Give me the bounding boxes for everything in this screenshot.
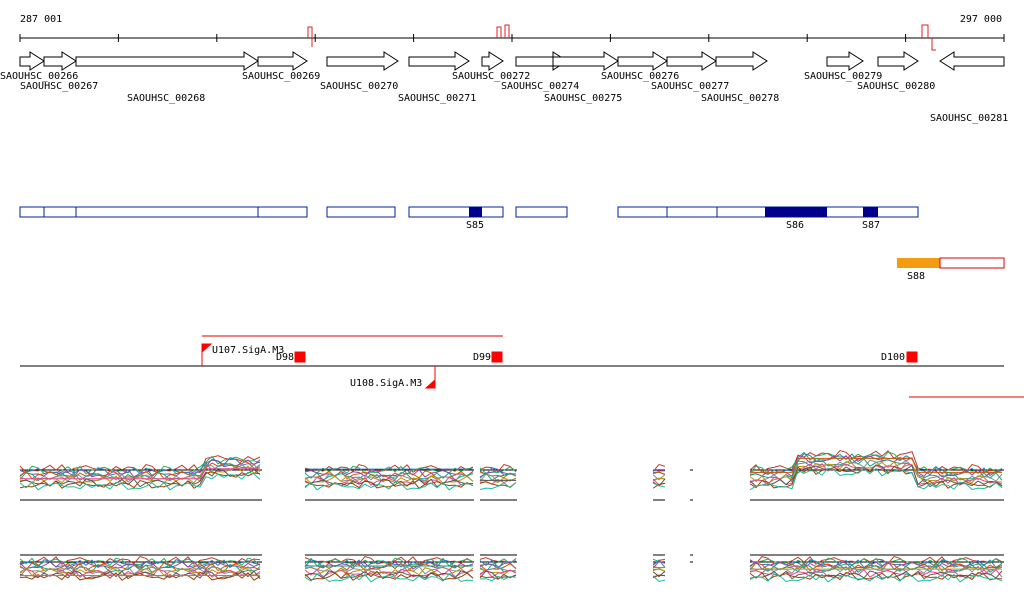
- profile-line: [479, 482, 517, 490]
- gene-label: SAOUHSC_00281: [930, 113, 1008, 124]
- segment-box: [617, 206, 668, 218]
- profile-line: [749, 467, 1003, 491]
- gene-arrow: [43, 51, 77, 71]
- profile-line: [479, 472, 517, 481]
- profile-line: [304, 573, 474, 583]
- gene-arrow: [715, 51, 768, 71]
- profile-line: [652, 575, 666, 583]
- profile-line: [652, 570, 666, 578]
- profile-line: [479, 568, 517, 578]
- profile-line: [19, 571, 261, 581]
- segment-label: S86: [786, 220, 804, 231]
- profile-line: [19, 565, 261, 575]
- profile-line: [652, 477, 666, 482]
- gene-arrow: [481, 51, 504, 71]
- segment-label: S88: [907, 271, 925, 282]
- ruler-end: 297 000: [960, 14, 1002, 25]
- gene-arrow: [326, 51, 399, 71]
- segment-label: S87: [862, 220, 880, 231]
- gene-arrow: [617, 51, 668, 71]
- gene-arrow: [666, 51, 717, 71]
- gene-label: SAOUHSC_00269: [242, 71, 320, 82]
- segment-box: [666, 206, 718, 218]
- gene-arrow: [939, 51, 1005, 71]
- profile-line: [479, 574, 517, 580]
- profile-line: [652, 471, 666, 475]
- gene-arrow: [826, 51, 864, 71]
- profile-line: [750, 457, 1002, 473]
- profile-line: [19, 471, 261, 489]
- profile-line: [19, 555, 261, 565]
- segment-track: S85 S86 S87 S88: [19, 206, 1005, 282]
- segment-box: [408, 206, 504, 218]
- profile-line: [749, 557, 1003, 567]
- promoter-label: U107.SigA.M3: [212, 345, 284, 356]
- profile-line: [652, 482, 666, 489]
- gene-label: SAOUHSC_00276: [601, 71, 679, 82]
- profile-line: [652, 463, 666, 472]
- segment-fill: [897, 258, 940, 268]
- gene-label: SAOUHSC_00275: [544, 93, 622, 104]
- gene-label: SAOUHSC_00266: [0, 71, 78, 82]
- expression-profiles: [19, 449, 1004, 583]
- gene-label: SAOUHSC_00279: [804, 71, 882, 82]
- profile-line: [652, 560, 666, 569]
- gene-arrow: [19, 51, 45, 71]
- profile-line: [20, 468, 260, 480]
- segment-box: [326, 206, 396, 218]
- gene-label: SAOUHSC_00278: [701, 93, 779, 104]
- segment-box: [257, 206, 308, 218]
- gene-label: SAOUHSC_00280: [857, 81, 935, 92]
- gene-label: SAOUHSC_00272: [452, 71, 530, 82]
- profile-line: [19, 468, 261, 488]
- features: [201, 343, 918, 389]
- profile-line: [19, 458, 261, 478]
- gene-label: SAOUHSC_00274: [501, 81, 579, 92]
- gene-label: SAOUHSC_00277: [651, 81, 729, 92]
- profile-line: [19, 568, 261, 578]
- segment-box: [75, 206, 259, 218]
- gene-label: SAOUHSC_00268: [127, 93, 205, 104]
- segment-box: [939, 257, 1005, 269]
- profile-line: [19, 557, 261, 567]
- segment-fill: [765, 207, 827, 217]
- profile-line: [19, 471, 261, 491]
- segment-fill: [469, 207, 482, 217]
- profile-line: [749, 573, 1003, 583]
- profile-line: [304, 481, 474, 491]
- profile-line: [479, 575, 517, 582]
- terminator-label: D98: [276, 352, 294, 363]
- segment-fill: [863, 207, 878, 217]
- segment-box: [19, 206, 45, 218]
- profile-line: [19, 461, 261, 481]
- profile-line: [652, 568, 666, 572]
- ruler-ticks: [19, 34, 1005, 42]
- gene-label: SAOUHSC_00271: [398, 93, 476, 104]
- gene-arrow: [257, 51, 308, 71]
- promoter-label: U108.SigA.M3: [350, 378, 422, 389]
- profile-line: [652, 559, 666, 568]
- profile-line: [19, 465, 261, 485]
- gene-arrow: [408, 51, 470, 71]
- profile-line: [652, 482, 666, 488]
- segment-box: [43, 206, 77, 218]
- profile-line: [652, 474, 666, 481]
- gene-label: SAOUHSC_00270: [320, 81, 398, 92]
- terminator-label: D99: [473, 352, 491, 363]
- ruler-start: 287 001: [20, 14, 62, 25]
- segment-box: [515, 206, 568, 218]
- gene-arrow: [877, 51, 919, 71]
- ruler-marks: [307, 24, 936, 51]
- gene-arrow: [75, 51, 259, 71]
- profile-line: [652, 574, 666, 579]
- gene-arrow: [552, 51, 619, 71]
- gene-label: SAOUHSC_00267: [20, 81, 98, 92]
- terminator-label: D100: [881, 352, 905, 363]
- segment-label: S85: [466, 220, 484, 231]
